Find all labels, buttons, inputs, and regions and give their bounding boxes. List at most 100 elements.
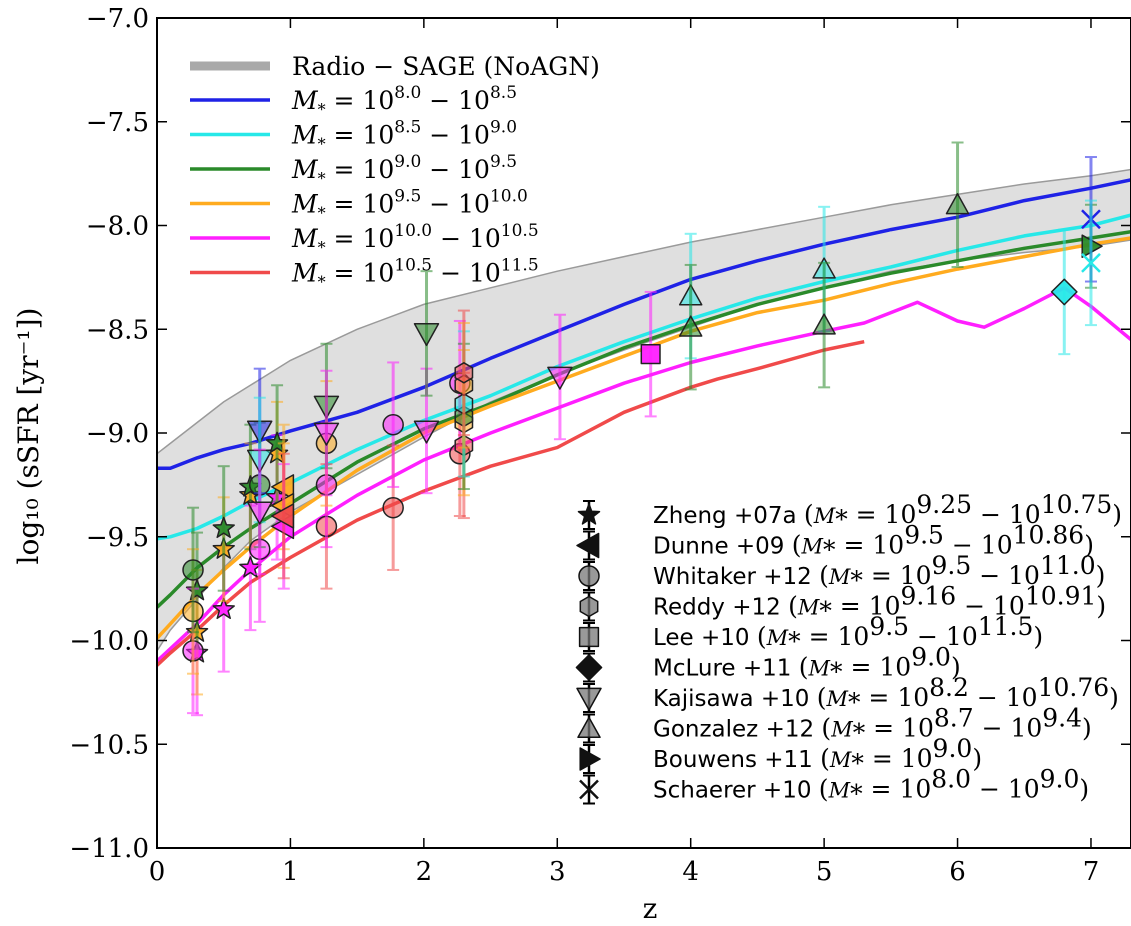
data-point-33 — [271, 452, 295, 580]
obs-legend-label-1: Dunne +09 (M* = 109.5 − 1010.86) — [653, 521, 1094, 565]
obs-legend-marker-tri-left — [576, 532, 600, 559]
x-tick-label-6: 6 — [949, 857, 966, 887]
data-point-14 — [182, 506, 204, 634]
plot-area — [157, 141, 1131, 717]
legend-label-5: M* = 1010.5 − 1011.5 — [291, 256, 539, 292]
obs-legend-label-8: Bouwens +11 (M* = 109.0) — [653, 734, 982, 778]
x-tick-label-2: 2 — [416, 857, 433, 887]
obs-legend-label-5: McLure +11 (M* = 109.0) — [653, 643, 961, 687]
obs-legend-marker-circle — [578, 565, 600, 587]
data-point-47 — [945, 141, 970, 268]
legend-label-2: M* = 109.0 − 109.5 — [291, 152, 517, 188]
data-point-44 — [678, 263, 703, 391]
y-tick-label-5: −8.5 — [86, 315, 149, 345]
marker-circle — [382, 496, 404, 519]
marker-square — [640, 344, 661, 365]
marker-tri-down — [547, 366, 573, 390]
obs-legend-marker-tri-down — [576, 687, 602, 711]
data-point-38 — [313, 369, 340, 497]
axes: 0 1 2 3 4 5 6 7 −11.0 −10.5 −10.0 −9.5 −9.0 −8.5 −8.0 −… — [69, 4, 1131, 887]
obs-legend-entry-6: Kajisawa +10 (M* = 108.2 − 1010.76) — [576, 673, 1119, 717]
data-point-20 — [382, 444, 404, 571]
obs-legend-marker-x — [579, 779, 599, 800]
y-tick-label-7: −7.5 — [86, 108, 149, 138]
series-line-4 — [157, 286, 1131, 663]
obs-legend-marker-square — [578, 626, 600, 648]
obs-legend-entry-8: Bouwens +11 (M* = 109.0) — [579, 734, 982, 778]
obs-legend-label-7: Gonzalez +12 (M* = 108.7 − 109.4) — [653, 704, 1092, 748]
mass-legend: Radio − SAGE (NoAGN)M* = 108.0 − 108.5M*… — [190, 52, 600, 292]
obs-legend-marker-tri-up — [577, 716, 601, 739]
data-point-36 — [246, 448, 273, 576]
obs-legend-entry-4: Lee +10 (M* = 109.5 − 1011.5) — [578, 612, 1043, 656]
data-point-5 — [212, 465, 235, 592]
marker-star — [212, 597, 235, 620]
obs-legend-label-4: Lee +10 (M* = 109.5 − 1011.5) — [653, 612, 1043, 656]
marker-tri-down — [246, 501, 273, 525]
marker-tri-up — [812, 313, 836, 335]
x-tick-label-4: 4 — [682, 857, 699, 887]
marker-tri-down — [413, 323, 440, 347]
marker-circle — [182, 559, 204, 581]
data-point-40 — [413, 270, 440, 397]
obs-legend-entry-1: Dunne +09 (M* = 109.5 − 1010.86) — [576, 521, 1094, 565]
marker-diamond — [1050, 278, 1078, 306]
data-point-29 — [454, 309, 474, 437]
marker-x — [1081, 252, 1101, 273]
y-tick-label-0: −11.0 — [69, 834, 149, 864]
obs-legend-label-0: Zheng +07a (M* = 109.25 − 1010.75) — [653, 490, 1122, 534]
x-tick-label-0: 0 — [149, 857, 166, 887]
marker-tri-up — [945, 193, 970, 215]
legend-label-band: Radio − SAGE (NoAGN) — [292, 52, 600, 81]
obs-legend-entry-7: Gonzalez +12 (M* = 108.7 − 109.4) — [577, 704, 1092, 748]
x-tick-label-5: 5 — [816, 857, 833, 887]
x-tick-label-7: 7 — [1083, 857, 1100, 887]
obs-legend-entry-0: Zheng +07a (M* = 109.25 − 1010.75) — [577, 490, 1122, 534]
obs-legend-label-6: Kajisawa +10 (M* = 108.2 − 1010.76) — [653, 673, 1119, 717]
marker-star — [185, 578, 209, 601]
y-tick-label-6: −8.0 — [86, 212, 149, 242]
data-point-39 — [413, 367, 440, 495]
obs-legend-entry-2: Whitaker +12 (M* = 109.5 − 1011.0) — [578, 551, 1105, 595]
legend-label-3: M* = 109.5 − 1010.0 — [291, 187, 528, 223]
y-tick-label-8: −7.0 — [86, 4, 149, 34]
y-tick-label-4: −9.0 — [86, 419, 149, 449]
obs-legend-marker-star — [577, 503, 601, 525]
data-point-48 — [1050, 228, 1078, 356]
obs-legend-label-3: Reddy +12 (M* = 109.16 − 1010.91) — [653, 582, 1106, 626]
data-point-46 — [812, 261, 836, 389]
marker-tri-left — [271, 503, 295, 529]
data-point-42 — [640, 290, 661, 418]
obs-legend-label-2: Whitaker +12 (M* = 109.5 − 1011.0) — [653, 551, 1105, 595]
obs-legend-entry-9: Schaerer +10 (M* = 108.0 − 109.0) — [579, 765, 1089, 809]
plot-clip-group — [157, 141, 1131, 717]
data-point-21 — [382, 361, 404, 488]
observation-legend: Zheng +07a (M* = 109.25 − 1010.75)Dunne … — [575, 490, 1122, 809]
y-tick-label-2: −10.0 — [69, 627, 149, 657]
obs-legend-label-9: Schaerer +10 (M* = 108.0 − 109.0) — [653, 765, 1089, 809]
y-tick-label-3: −9.5 — [86, 523, 149, 553]
marker-tri-down — [313, 422, 340, 446]
data-point-51 — [1081, 199, 1101, 327]
x-tick-label-1: 1 — [282, 857, 299, 887]
marker-circle — [382, 413, 404, 436]
legend-label-4: M* = 1010.0 − 1010.5 — [291, 221, 539, 257]
legend-label-0: M* = 108.0 − 108.5 — [291, 83, 517, 119]
marker-star — [212, 516, 235, 539]
obs-legend-marker-hexagon — [579, 595, 599, 618]
legend-label-1: M* = 108.5 − 109.0 — [291, 118, 517, 154]
x-tick-label-3: 3 — [549, 857, 566, 887]
marker-tri-down — [413, 420, 440, 444]
marker-tri-up — [678, 315, 703, 337]
obs-legend-marker-diamond — [575, 654, 603, 681]
series-line-5 — [157, 339, 865, 667]
y-axis-label: log₁₀ (sSFR [yr⁻¹]) — [12, 308, 45, 565]
obs-legend-marker-tri-right — [579, 747, 601, 771]
obs-legend-entry-3: Reddy +12 (M* = 109.16 − 1010.91) — [579, 582, 1106, 626]
x-axis-label: z — [643, 892, 658, 925]
data-point-41 — [547, 313, 573, 441]
obs-legend-entry-5: McLure +11 (M* = 109.0) — [575, 643, 961, 687]
marker-hexagon — [454, 362, 474, 384]
y-tick-label-1: −10.5 — [69, 730, 149, 760]
